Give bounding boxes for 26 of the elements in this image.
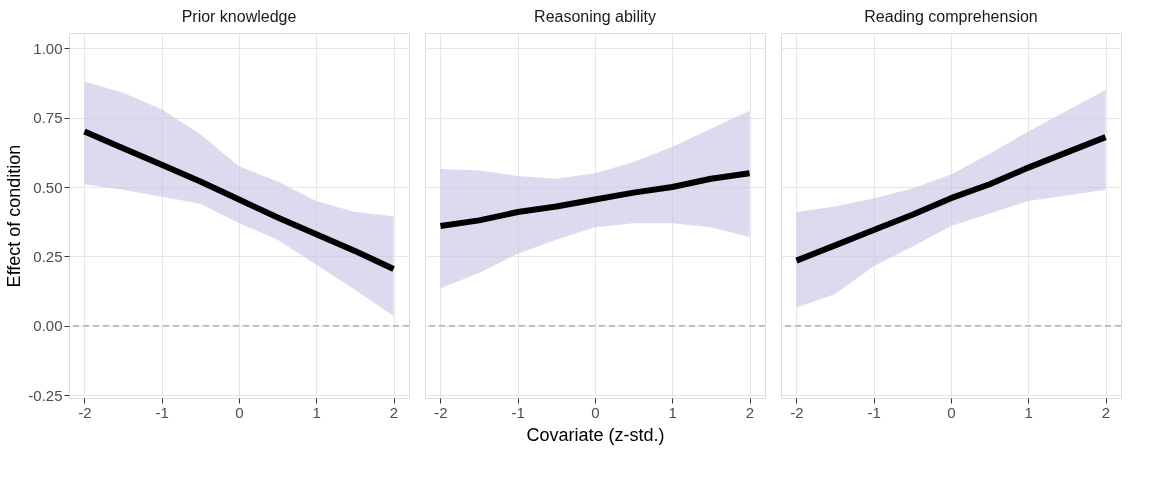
x-tick-label: -2 — [434, 403, 448, 421]
x-tick-label: 1 — [668, 403, 677, 421]
y-axis-title: Effect of condition — [4, 144, 25, 288]
chart-title: Prior knowledge — [181, 8, 297, 25]
x-tick-label: 0 — [947, 403, 956, 421]
y-tick-label: 0.75 — [33, 109, 63, 127]
y-tick-label: 0.25 — [33, 247, 63, 265]
y-tick-label: 0.00 — [33, 317, 63, 335]
x-tick-label: -1 — [155, 403, 169, 421]
x-tick-label: -2 — [78, 403, 92, 421]
x-tick-label: 1 — [312, 403, 321, 421]
x-tick-label: -1 — [867, 403, 881, 421]
x-tick-label: -1 — [511, 403, 525, 421]
x-tick-label: 0 — [235, 403, 244, 421]
x-tick-label: 0 — [591, 403, 600, 421]
y-tick-label: 0.50 — [33, 178, 63, 196]
chart-title: Reasoning ability — [534, 8, 656, 25]
y-tick-label: 1.00 — [33, 39, 63, 57]
x-tick-label: 2 — [1101, 403, 1111, 421]
x-tick-label: 1 — [1024, 403, 1033, 421]
x-tick-label: -2 — [790, 403, 804, 421]
y-tick-label: -0.25 — [28, 386, 63, 404]
x-tick-label: 2 — [745, 403, 755, 421]
x-axis-title: Covariate (z-std.) — [526, 424, 665, 445]
x-tick-label: 2 — [389, 403, 399, 421]
chart-title: Reading comprehension — [864, 8, 1038, 25]
